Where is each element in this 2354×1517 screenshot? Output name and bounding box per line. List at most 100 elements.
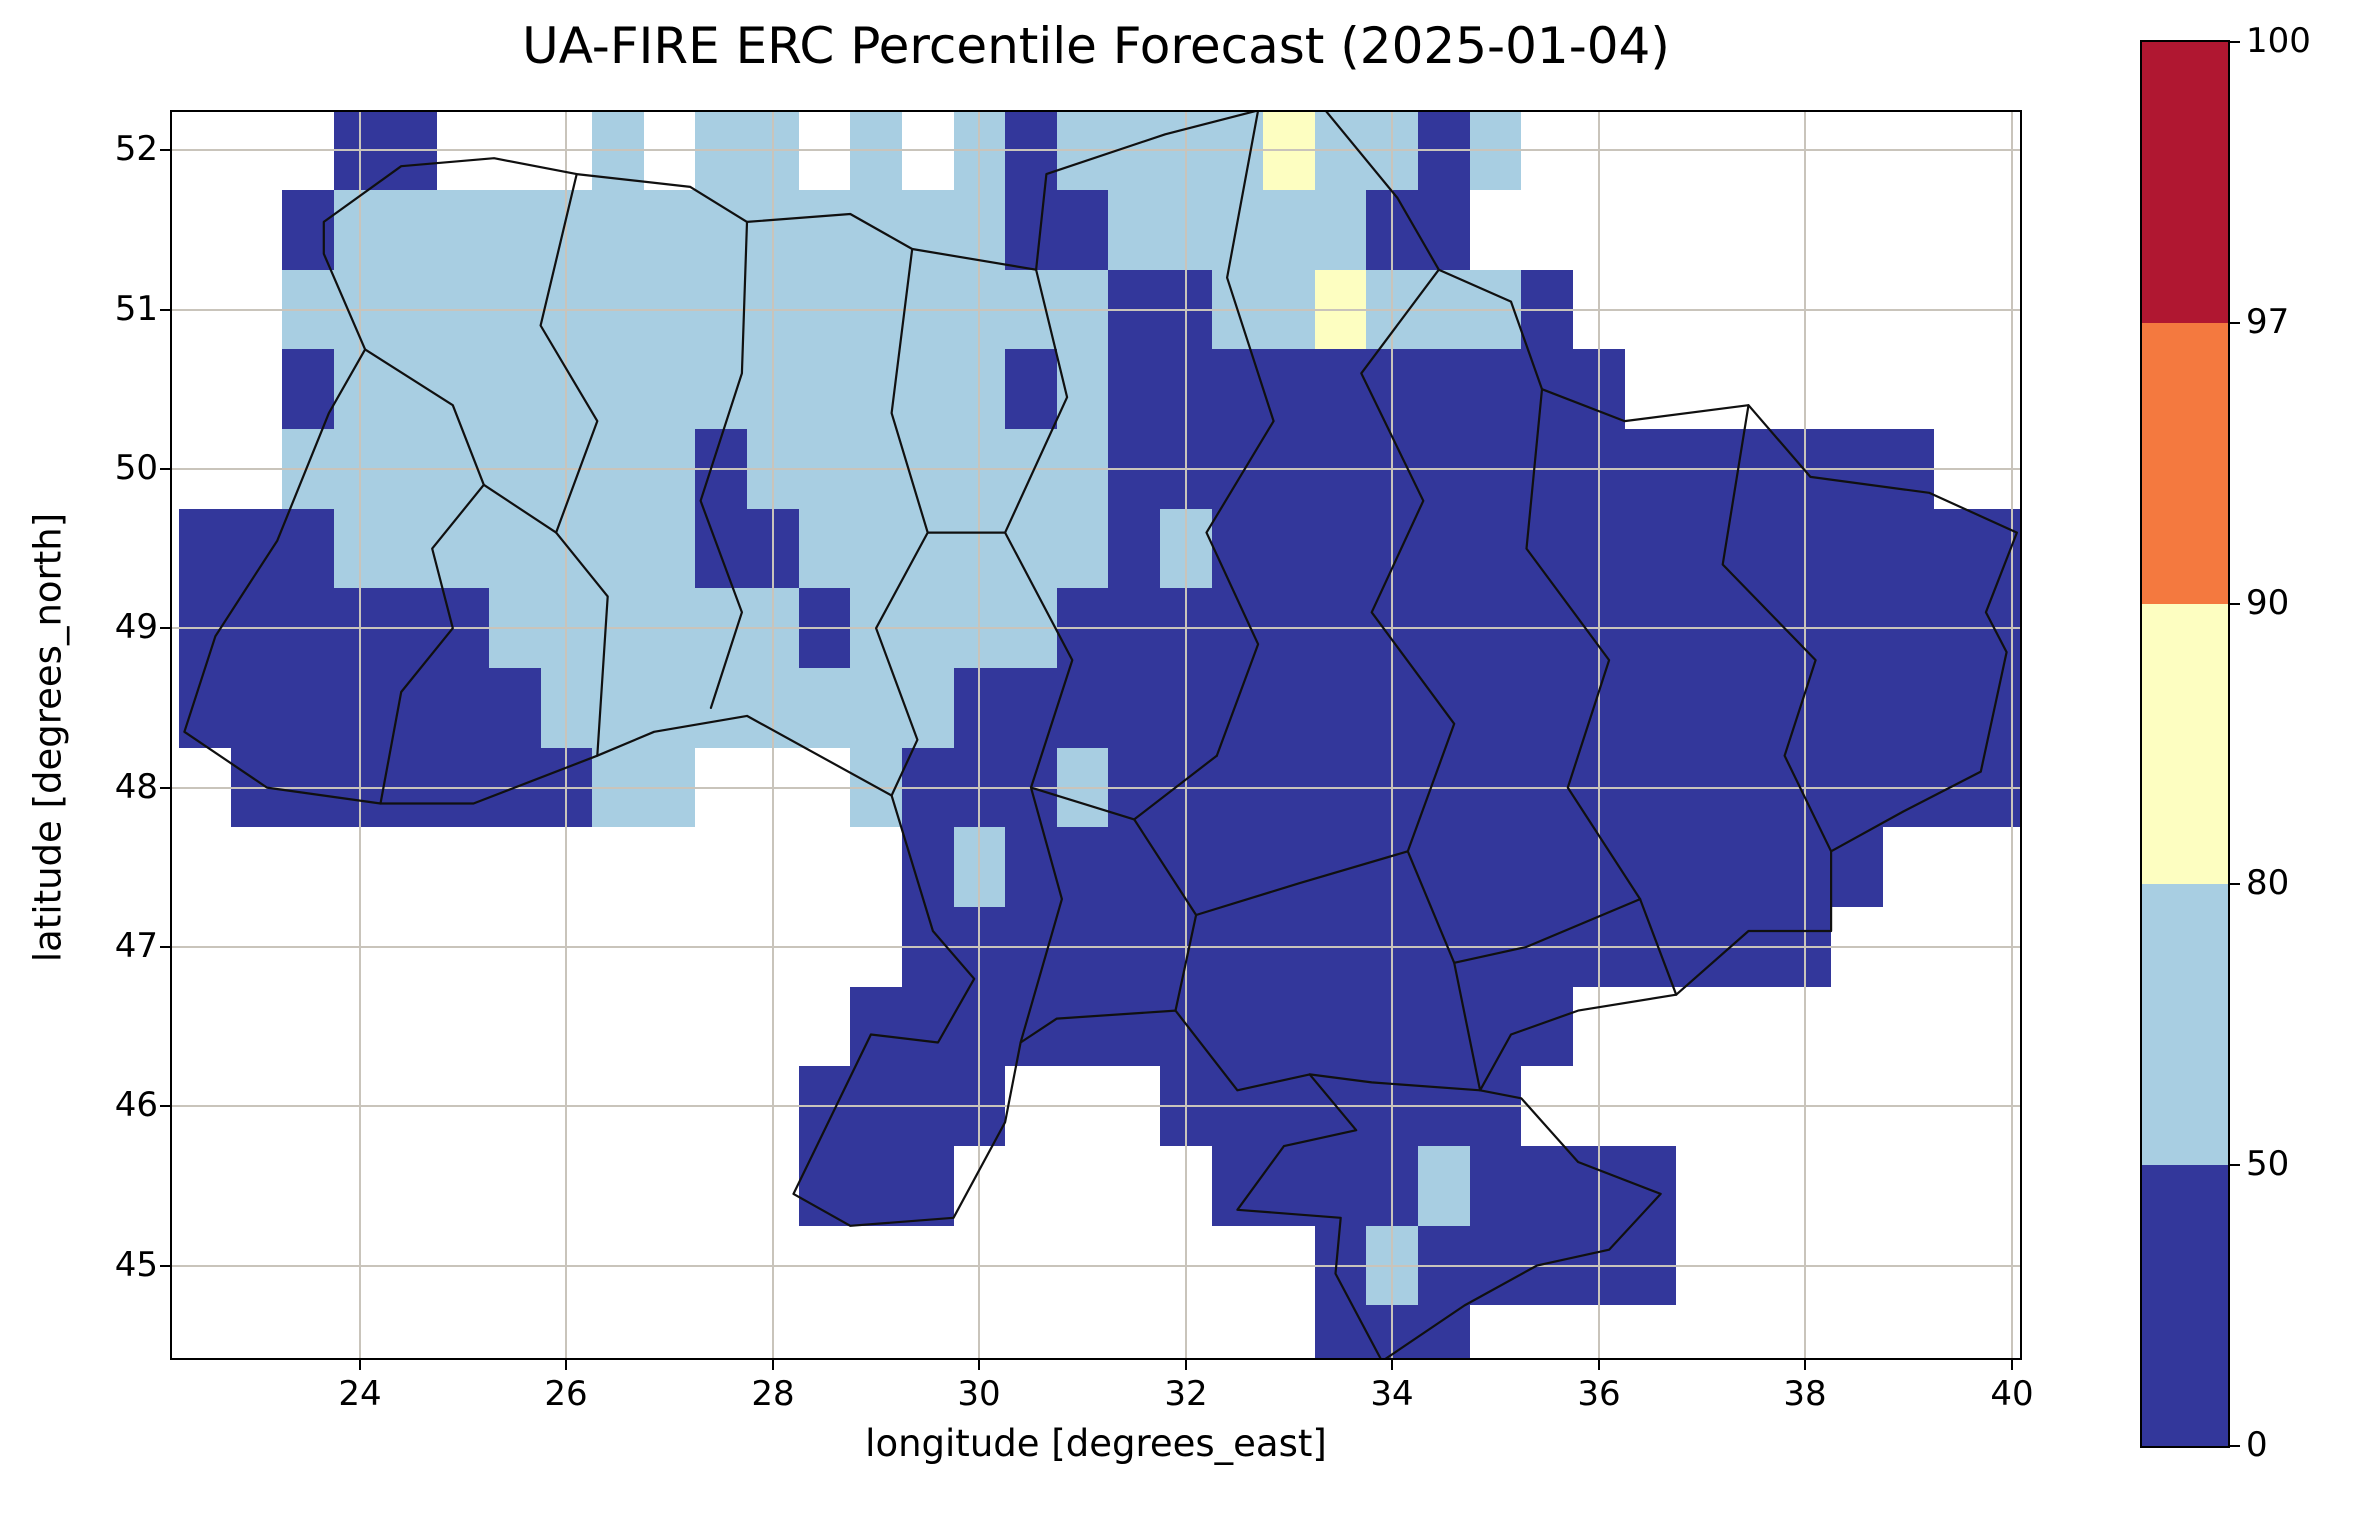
- raster-cell: [1315, 668, 1366, 748]
- raster-cell: [1263, 987, 1315, 1066]
- raster-cell: [1315, 987, 1366, 1066]
- raster-cell: [1108, 509, 1160, 588]
- gridline-vertical: [978, 112, 980, 1358]
- raster-cell: [1212, 987, 1263, 1066]
- x-tick: [1598, 1360, 1600, 1370]
- gridline-horizontal: [172, 1265, 2020, 1267]
- raster-cell: [1263, 190, 1315, 270]
- y-tick: [160, 468, 170, 470]
- raster-cell: [437, 668, 489, 748]
- raster-cell: [1470, 1146, 1521, 1226]
- x-tick-label: 32: [1164, 1374, 1208, 1414]
- colorbar-segment: [2142, 884, 2228, 1165]
- raster-cell: [1418, 190, 1470, 270]
- raster-cell: [1315, 190, 1366, 270]
- raster-cell: [695, 668, 747, 748]
- colorbar-tick-label: 100: [2246, 21, 2311, 61]
- raster-cell: [1005, 987, 1057, 1066]
- raster-cell: [1005, 112, 1057, 190]
- x-tick: [2011, 1360, 2013, 1370]
- raster-cell: [1986, 668, 2020, 748]
- gridline-horizontal: [172, 946, 2020, 948]
- y-tick: [160, 149, 170, 151]
- raster-cell: [1521, 349, 1573, 429]
- y-tick: [160, 946, 170, 948]
- raster-cell: [1934, 509, 1986, 588]
- gridline-vertical: [2011, 112, 2013, 1358]
- colorbar-tick-label: 0: [2246, 1425, 2268, 1465]
- raster-cell: [1728, 668, 1779, 748]
- raster-cell: [489, 349, 541, 429]
- raster-cell: [1108, 987, 1160, 1066]
- raster-cell: [1212, 668, 1263, 748]
- chart-title: UA-FIRE ERC Percentile Forecast (2025-01…: [522, 17, 1670, 75]
- raster-cell: [850, 112, 902, 190]
- raster-cell: [1057, 112, 1108, 190]
- colorbar-tick: [2230, 41, 2240, 43]
- raster-cell: [1315, 1146, 1366, 1226]
- raster-cell: [1831, 827, 1883, 907]
- raster-cell: [1108, 349, 1160, 429]
- raster-cell: [437, 509, 489, 588]
- plot-area: [170, 110, 2022, 1360]
- y-tick-label: 46: [114, 1085, 158, 1125]
- y-tick: [160, 309, 170, 311]
- raster-cell: [1470, 349, 1521, 429]
- colorbar-tick-label: 97: [2246, 302, 2290, 342]
- region-boundary: [482, 483, 558, 534]
- raster-cell: [1521, 668, 1573, 748]
- raster-cell: [386, 190, 437, 270]
- raster-cell: [1625, 827, 1676, 907]
- raster-cell: [1263, 509, 1315, 588]
- gridline-horizontal: [172, 309, 2020, 311]
- raster-cell: [1676, 668, 1728, 748]
- colorbar-tick-label: 80: [2246, 863, 2290, 903]
- y-tick: [160, 1105, 170, 1107]
- raster-cell: [1005, 827, 1057, 907]
- raster-cell: [1728, 827, 1779, 907]
- colorbar-segment: [2142, 42, 2228, 323]
- colorbar-tick-label: 90: [2246, 583, 2290, 623]
- region-boundary: [364, 348, 485, 805]
- colorbar-tick: [2230, 322, 2240, 324]
- region-boundary: [1004, 268, 1074, 1044]
- raster-cell: [489, 509, 541, 588]
- raster-cell: [1625, 1146, 1676, 1226]
- gridline-vertical: [1391, 112, 1393, 1358]
- x-tick: [772, 1360, 774, 1370]
- raster-cell: [1418, 1146, 1470, 1226]
- raster-cell: [850, 987, 902, 1066]
- raster-cell: [1005, 190, 1057, 270]
- region-boundary: [699, 220, 749, 709]
- x-tick: [565, 1360, 567, 1370]
- gridline-vertical: [1804, 112, 1806, 1358]
- raster-cell: [1263, 668, 1315, 748]
- raster-cell: [644, 509, 695, 588]
- raster-cell: [1108, 190, 1160, 270]
- x-tick-label: 40: [1990, 1374, 2034, 1414]
- gridline-horizontal: [172, 1105, 2020, 1107]
- raster-cell: [437, 349, 489, 429]
- raster-cell: [1470, 668, 1521, 748]
- raster-cell: [850, 1146, 902, 1226]
- raster-cell: [644, 190, 695, 270]
- raster-cell: [799, 668, 850, 748]
- raster-cell: [902, 827, 954, 907]
- raster-cell: [902, 1146, 954, 1226]
- region-boundaries: [183, 112, 2018, 1358]
- colorbar-segment: [2142, 604, 2228, 884]
- gridline-vertical: [359, 112, 361, 1358]
- raster-cell: [1676, 827, 1728, 907]
- x-tick: [1804, 1360, 1806, 1370]
- raster-cell: [1521, 987, 1573, 1066]
- y-tick: [160, 627, 170, 629]
- raster-cell: [1212, 190, 1263, 270]
- raster-cell: [1831, 509, 1883, 588]
- raster-cell: [1108, 668, 1160, 748]
- y-tick: [160, 787, 170, 789]
- x-tick-label: 28: [751, 1374, 795, 1414]
- region-boundary: [1453, 898, 1642, 964]
- raster-cell: [1005, 349, 1057, 429]
- raster-cell: [592, 190, 644, 270]
